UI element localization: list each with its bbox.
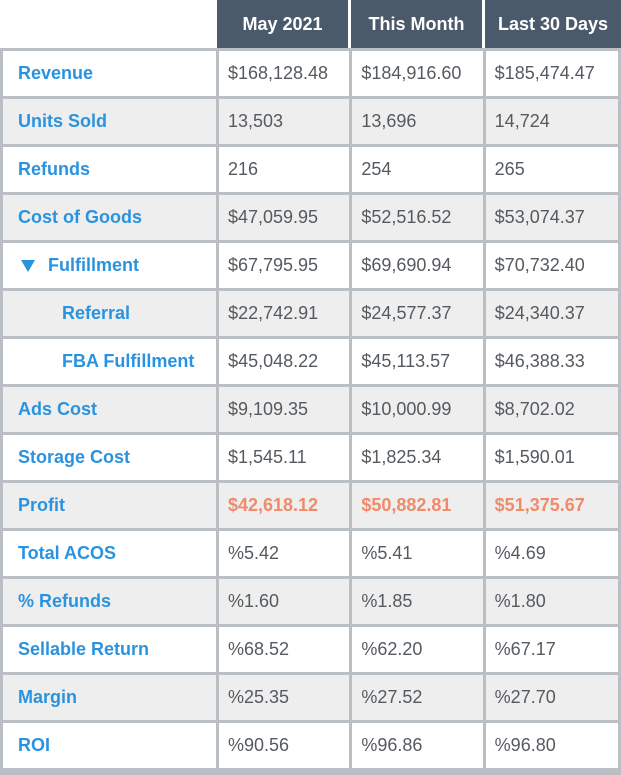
row-label-fba-fulfillment: FBA Fulfillment (3, 339, 217, 384)
table-cell: $24,577.37 (352, 291, 483, 336)
table-row: ROI %90.56 %96.86 %96.80 (3, 723, 619, 768)
row-label-sellable-return: Sellable Return (3, 627, 216, 672)
table-cell: $10,000.99 (352, 387, 483, 432)
table-cell: %67.17 (485, 627, 619, 672)
table-cell: %27.52 (352, 675, 483, 720)
table-cell: %27.70 (485, 675, 619, 720)
row-label-percent-refunds: % Refunds (3, 579, 216, 624)
column-header-this-month: This Month (351, 0, 485, 48)
table-cell: %25.35 (218, 675, 350, 720)
table-cell: %1.60 (218, 579, 350, 624)
column-header-may-2021: May 2021 (217, 0, 351, 48)
table-row: Refunds 216 254 265 (3, 147, 619, 192)
table-cell: 13,696 (352, 99, 483, 144)
table-cell: %1.80 (485, 579, 619, 624)
table-cell: $9,109.35 (218, 387, 350, 432)
column-header-last-30-days: Last 30 Days (485, 0, 621, 48)
table-cell: %62.20 (352, 627, 483, 672)
table-row: Sellable Return %68.52 %62.20 %67.17 (3, 627, 619, 672)
header-corner (0, 0, 217, 48)
table-body: Revenue $168,128.48 $184,916.60 $185,474… (0, 48, 621, 775)
row-label-refunds: Refunds (3, 147, 216, 192)
table-cell: %96.80 (485, 723, 619, 768)
profit-value: $50,882.81 (352, 483, 483, 528)
table-cell: 254 (352, 147, 483, 192)
table-cell: $45,113.57 (352, 339, 483, 384)
table-cell: $47,059.95 (218, 195, 350, 240)
table-cell: $8,702.02 (485, 387, 619, 432)
table-cell: $45,048.22 (219, 339, 350, 384)
profit-value: $42,618.12 (218, 483, 350, 528)
row-label-units-sold: Units Sold (3, 99, 216, 144)
table-row: % Refunds %1.60 %1.85 %1.80 (3, 579, 619, 624)
table-cell: $24,340.37 (485, 291, 618, 336)
row-label-fulfillment-toggle[interactable]: Fulfillment (3, 243, 216, 288)
row-label-roi: ROI (3, 723, 216, 768)
table-cell: %4.69 (485, 531, 619, 576)
row-label-revenue: Revenue (3, 51, 216, 96)
table-cell: %5.41 (352, 531, 483, 576)
table-cell: $53,074.37 (485, 195, 619, 240)
table-row: Revenue $168,128.48 $184,916.60 $185,474… (3, 51, 619, 96)
row-label-storage-cost: Storage Cost (3, 435, 216, 480)
table-cell: 265 (485, 147, 619, 192)
table-cell: $46,388.33 (485, 339, 618, 384)
table-cell: $168,128.48 (218, 51, 350, 96)
table-row: Cost of Goods $47,059.95 $52,516.52 $53,… (3, 195, 619, 240)
table-cell: %90.56 (218, 723, 350, 768)
profit-value: $51,375.67 (485, 483, 619, 528)
row-label-ads-cost: Ads Cost (3, 387, 216, 432)
table-cell: $67,795.95 (218, 243, 350, 288)
table-row: Fulfillment $67,795.95 $69,690.94 $70,73… (3, 243, 619, 288)
table-cell: %68.52 (218, 627, 350, 672)
row-label-fulfillment: Fulfillment (48, 255, 139, 275)
table-cell: %5.42 (218, 531, 350, 576)
row-label-total-acos: Total ACOS (3, 531, 216, 576)
table-cell: $70,732.40 (485, 243, 619, 288)
row-label-cost-of-goods: Cost of Goods (3, 195, 216, 240)
table-cell: $69,690.94 (352, 243, 483, 288)
row-label-referral: Referral (3, 291, 217, 336)
table-cell: $22,742.91 (219, 291, 350, 336)
table-cell: $1,825.34 (352, 435, 483, 480)
table-cell: $1,545.11 (218, 435, 350, 480)
table-row: Ads Cost $9,109.35 $10,000.99 $8,702.02 (3, 387, 619, 432)
table-cell: $52,516.52 (352, 195, 483, 240)
table-cell: %1.85 (352, 579, 483, 624)
table-header: May 2021 This Month Last 30 Days (0, 0, 621, 48)
row-label-margin: Margin (3, 675, 216, 720)
table-cell: %96.86 (352, 723, 483, 768)
table-cell: $184,916.60 (352, 51, 483, 96)
table-row: Units Sold 13,503 13,696 14,724 (3, 99, 619, 144)
triangle-down-icon[interactable] (21, 259, 35, 272)
table-cell: 14,724 (485, 99, 619, 144)
table-row: FBA Fulfillment $45,048.22 $45,113.57 $4… (3, 339, 618, 384)
table-cell: $1,590.01 (485, 435, 619, 480)
table-cell: 13,503 (218, 99, 350, 144)
table-row: Margin %25.35 %27.52 %27.70 (3, 675, 619, 720)
table-cell: 216 (218, 147, 350, 192)
table-row: Total ACOS %5.42 %5.41 %4.69 (3, 531, 619, 576)
table-cell: $185,474.47 (485, 51, 619, 96)
row-label-profit: Profit (3, 483, 216, 528)
table-row: Storage Cost $1,545.11 $1,825.34 $1,590.… (3, 435, 619, 480)
table-row: Profit $42,618.12 $50,882.81 $51,375.67 (3, 483, 619, 528)
table-row: Referral $22,742.91 $24,577.37 $24,340.3… (3, 291, 618, 336)
